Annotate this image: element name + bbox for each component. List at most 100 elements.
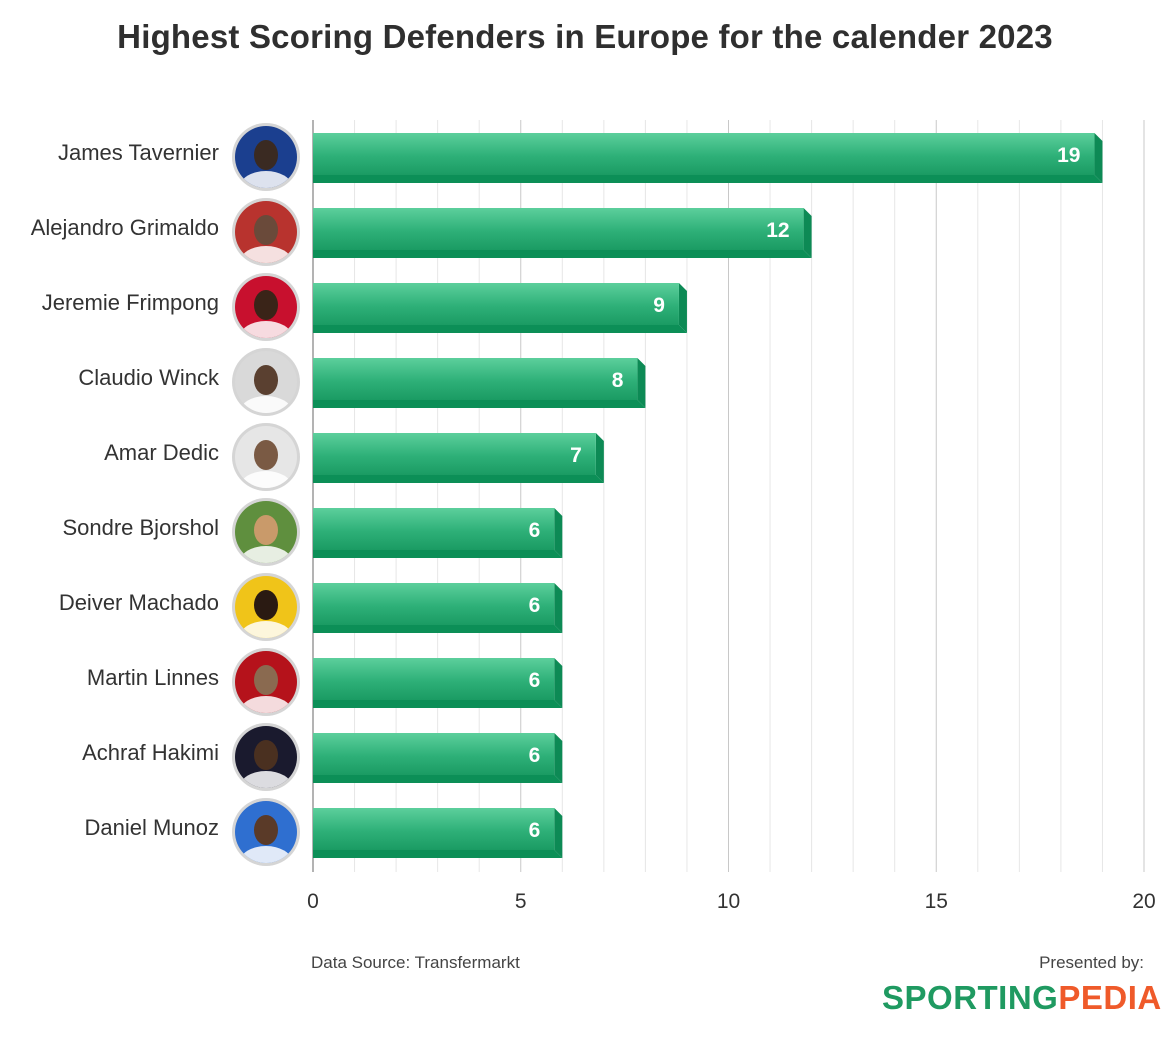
- sportingpedia-logo: SPORTINGPEDIA: [876, 972, 1161, 1024]
- bar: 6: [313, 808, 563, 858]
- bar-bottom: [313, 850, 563, 858]
- x-tick-label: 0: [307, 890, 319, 913]
- player-avatar: [232, 648, 300, 716]
- bar-value-label: 19: [1057, 144, 1080, 167]
- category-labels: James Tavernier Alejandro Grimaldo Jeremie…: [31, 140, 220, 840]
- avatar-figure: [240, 815, 292, 863]
- avatar-figure: [240, 740, 292, 788]
- avatar-head: [254, 140, 278, 170]
- category-label: Achraf Hakimi: [82, 740, 219, 765]
- x-tick-label: 10: [717, 890, 740, 913]
- logo-text-sporting: SPORTING: [882, 979, 1059, 1016]
- bar-bottom: [313, 325, 687, 333]
- bar: 6: [313, 583, 563, 633]
- avatar-head: [254, 665, 278, 695]
- bar: 7: [313, 433, 604, 483]
- x-axis-ticks: 0 5 10 15 20: [307, 890, 1156, 913]
- avatar-shirt: [240, 321, 292, 338]
- presented-by-label: Presented by:: [1039, 953, 1144, 972]
- bar-side: [678, 283, 687, 333]
- player-avatar: [232, 498, 300, 566]
- avatar-head: [254, 365, 278, 395]
- category-label: Martin Linnes: [87, 665, 219, 690]
- bar: 9: [313, 283, 687, 333]
- bar-side: [1094, 133, 1103, 183]
- avatar-head: [254, 590, 278, 620]
- bar-face: [313, 508, 555, 550]
- bar: 6: [313, 658, 563, 708]
- avatar-figure: [240, 215, 292, 263]
- bar-value-label: 6: [529, 669, 541, 692]
- player-avatar: [232, 198, 300, 266]
- x-tick-label: 15: [925, 890, 948, 913]
- bar-value-label: 12: [766, 219, 789, 242]
- bars: 19 12 9 8 7 6 6 6 6 6: [313, 133, 1103, 858]
- player-avatar: [232, 798, 300, 866]
- category-label: Deiver Machado: [59, 590, 219, 615]
- category-label: James Tavernier: [58, 140, 219, 165]
- bar-bottom: [313, 550, 563, 558]
- avatar-head: [254, 290, 278, 320]
- bar-side: [554, 733, 563, 783]
- data-source-note: Data Source: Transfermarkt: [311, 953, 520, 972]
- category-label: Amar Dedic: [104, 440, 219, 465]
- category-label: Alejandro Grimaldo: [31, 215, 219, 240]
- bar-side: [554, 508, 563, 558]
- bar-value-label: 6: [529, 744, 541, 767]
- avatar-shirt: [240, 846, 292, 863]
- avatar-head: [254, 815, 278, 845]
- bar-face: [313, 733, 555, 775]
- bar: 8: [313, 358, 646, 408]
- avatar-shirt: [240, 396, 292, 413]
- avatar-figure: [240, 665, 292, 713]
- player-avatar: [232, 123, 300, 191]
- bar: 19: [313, 133, 1103, 183]
- bar-side: [803, 208, 812, 258]
- x-tick-label: 20: [1132, 890, 1155, 913]
- avatar-shirt: [240, 696, 292, 713]
- category-label: Claudio Winck: [78, 365, 220, 390]
- avatar-shirt: [240, 171, 292, 188]
- bar-value-label: 6: [529, 519, 541, 542]
- bar-face: [313, 283, 679, 325]
- avatar-head: [254, 740, 278, 770]
- avatar-figure: [240, 365, 292, 413]
- category-label: Jeremie Frimpong: [42, 290, 219, 315]
- bar-bottom: [313, 400, 646, 408]
- bar-face: [313, 433, 596, 475]
- bar-side: [595, 433, 604, 483]
- bar-side: [554, 808, 563, 858]
- avatar-figure: [240, 440, 292, 488]
- avatar-head: [254, 515, 278, 545]
- bar-value-label: 7: [570, 444, 582, 467]
- bar: 12: [313, 208, 812, 258]
- avatar-shirt: [240, 621, 292, 638]
- avatar-head: [254, 215, 278, 245]
- bar-bottom: [313, 700, 563, 708]
- avatar-figure: [240, 515, 292, 563]
- player-avatar: [232, 423, 300, 491]
- avatar-shirt: [240, 771, 292, 788]
- bar-face: [313, 358, 638, 400]
- bar-value-label: 8: [612, 369, 624, 392]
- bar-value-label: 9: [653, 294, 665, 317]
- category-label: Daniel Munoz: [84, 815, 219, 840]
- bar-side: [637, 358, 646, 408]
- avatar-shirt: [240, 471, 292, 488]
- bar-face: [313, 208, 804, 250]
- player-avatars: [232, 123, 300, 866]
- player-avatar: [232, 348, 300, 416]
- avatar-shirt: [240, 246, 292, 263]
- bar-bottom: [313, 775, 563, 783]
- bar-face: [313, 133, 1095, 175]
- bar: 6: [313, 508, 563, 558]
- bar-side: [554, 658, 563, 708]
- bar-bottom: [313, 175, 1103, 183]
- avatar-figure: [240, 140, 292, 188]
- avatar-figure: [240, 590, 292, 638]
- player-avatar: [232, 723, 300, 791]
- logo-text-pedia: PEDIA: [1058, 979, 1162, 1016]
- category-label: Sondre Bjorshol: [62, 515, 219, 540]
